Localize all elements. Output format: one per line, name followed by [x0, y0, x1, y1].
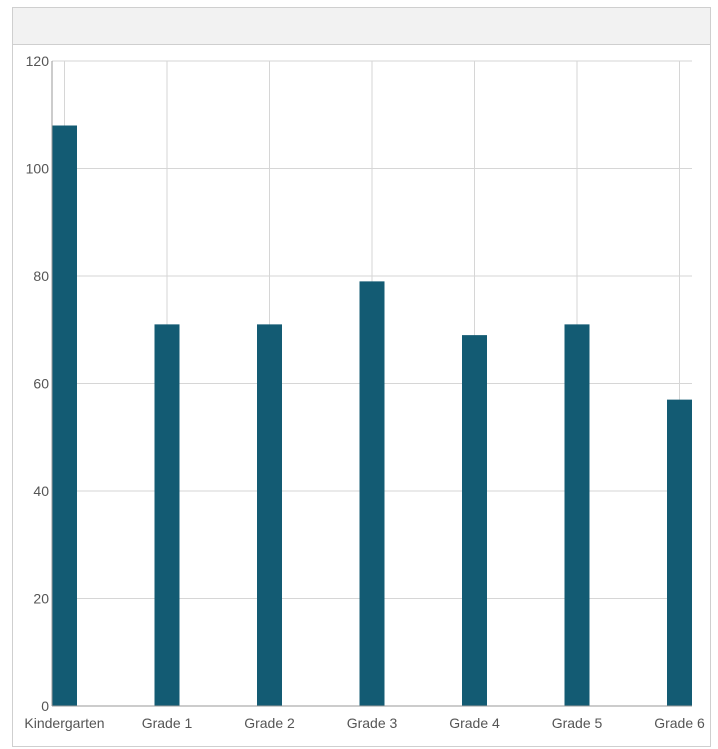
- y-tick-label: 20: [33, 591, 49, 607]
- y-tick-label: 40: [33, 483, 49, 499]
- x-tick-label: Grade 6: [654, 715, 705, 731]
- bar-grade-4[interactable]: [462, 335, 487, 706]
- x-tick-label: Grade 3: [347, 715, 398, 731]
- bar-grade-1[interactable]: [154, 324, 180, 706]
- x-tick-label: Grade 4: [449, 715, 500, 731]
- y-tick-label: 80: [33, 268, 49, 284]
- bar-grade-3[interactable]: [359, 281, 385, 706]
- y-tick-label: 100: [26, 161, 50, 177]
- panel-header: [13, 8, 710, 45]
- y-tick-label: 120: [26, 53, 50, 69]
- bar-grade-5[interactable]: [564, 324, 590, 706]
- bar-grade-6[interactable]: [667, 399, 692, 706]
- y-tick-label: 0: [41, 698, 49, 714]
- bar-kindergarten[interactable]: [52, 125, 77, 707]
- x-tick-label: Kindergarten: [24, 715, 104, 731]
- y-tick-label: 60: [33, 376, 49, 392]
- labels-layer: 0 20 40 60 80 100 120 Kindergarten Grade 1 Grade …: [24, 53, 705, 731]
- x-tick-label: Grade 5: [552, 715, 603, 731]
- bars-layer: [52, 125, 692, 707]
- x-tick-label: Grade 1: [142, 715, 193, 731]
- axis-layer: [51, 61, 692, 707]
- x-tick-label: Grade 2: [244, 715, 295, 731]
- bar-grade-2[interactable]: [257, 324, 282, 706]
